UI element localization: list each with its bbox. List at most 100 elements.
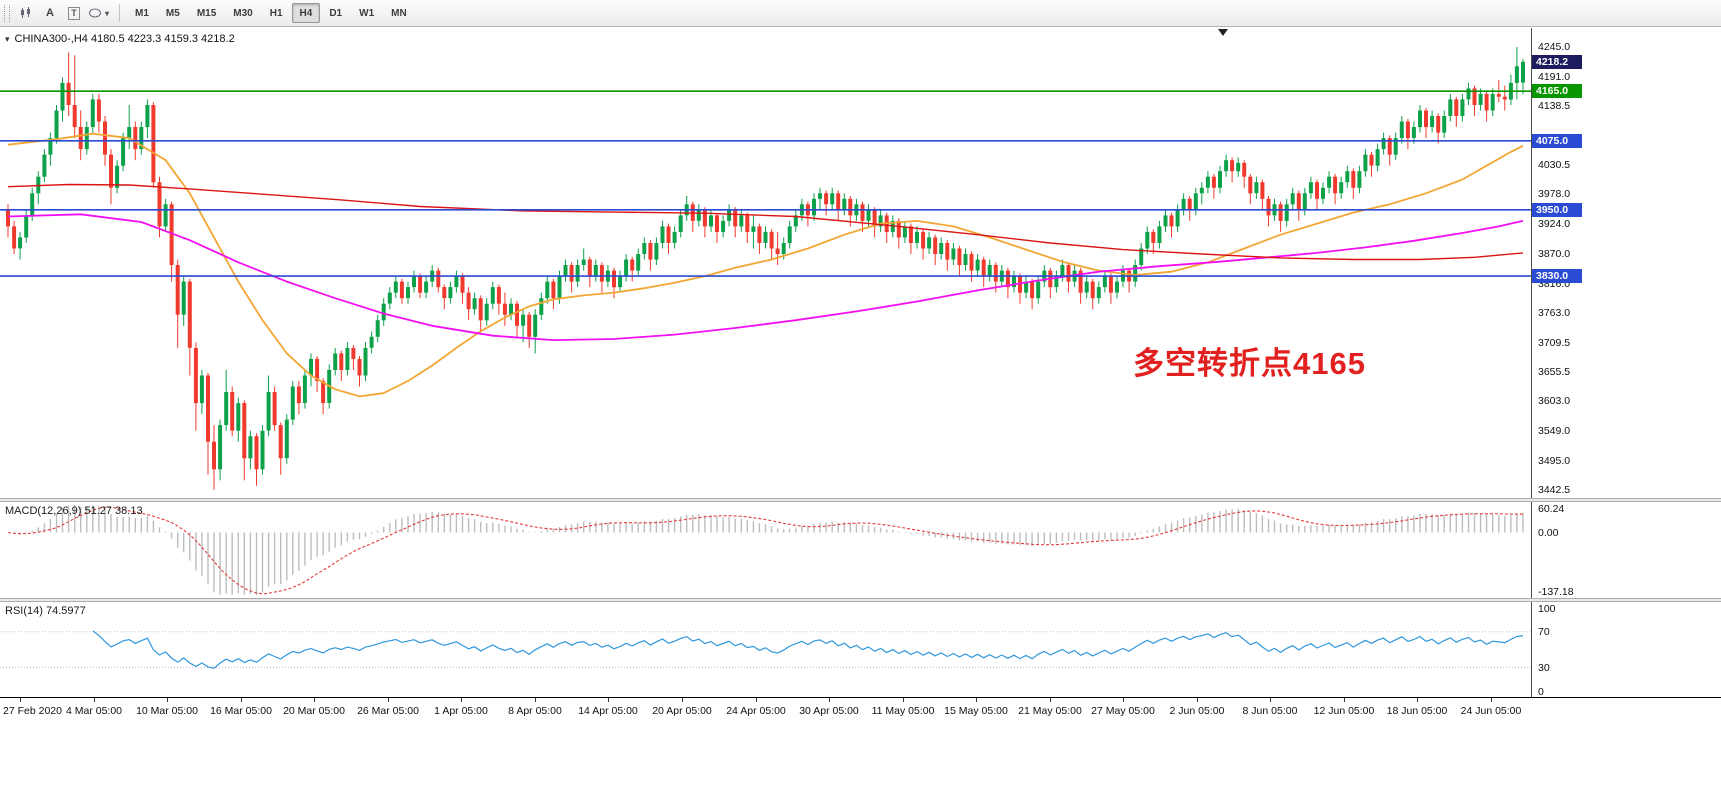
time-axis-label: 10 Mar 05:00 [136, 705, 198, 717]
insert-text-label: A [46, 7, 54, 19]
time-axis[interactable]: 27 Feb 2020 4 Mar 05:00 10 Mar 05:00 16 Mar… [0, 697, 1721, 724]
price-axis-tick: 3442.5 [1538, 484, 1571, 496]
time-axis-label: 20 Mar 05:00 [283, 705, 345, 717]
price-axis-tick: 3549.0 [1538, 425, 1571, 437]
insert-text-label-button[interactable]: T [63, 3, 85, 23]
panel-splitter[interactable] [0, 598, 1721, 602]
time-axis-tick [1344, 698, 1345, 702]
time-axis-label: 8 Jun 05:00 [1242, 705, 1298, 717]
text-label-icon: T [68, 6, 80, 20]
timeframe-button-m1[interactable]: M1 [135, 7, 149, 19]
time-axis-label: 8 Apr 05:00 [508, 705, 562, 717]
time-axis-label: 24 Apr 05:00 [726, 705, 786, 717]
time-axis-tick [976, 698, 977, 702]
timeframe-button-d1[interactable]: D1 [329, 7, 343, 19]
price-axis-tick: 3870.0 [1538, 248, 1571, 260]
shapes-icon [89, 8, 101, 18]
candlestick-chart-icon [21, 7, 30, 18]
hline-price-flag: 3830.0 [1532, 269, 1582, 283]
insert-text-button[interactable]: A [39, 3, 61, 23]
timeframe-button-m5[interactable]: M5 [165, 7, 180, 19]
price-axis-tick: 3655.5 [1538, 366, 1571, 378]
timeframe-button-m15[interactable]: M15 [196, 7, 217, 19]
time-axis-label: 20 Apr 05:00 [652, 705, 712, 717]
time-axis-label: 27 May 05:00 [1091, 705, 1155, 717]
time-axis-tick [682, 698, 683, 702]
hline-price-flag: 4165.0 [1532, 84, 1582, 98]
time-axis-label: 24 Jun 05:00 [1460, 705, 1522, 717]
time-axis-label: 15 May 05:00 [944, 705, 1008, 717]
rsi-axis-tick: 100 [1538, 603, 1556, 615]
price-axis-tick: 3603.0 [1538, 395, 1571, 407]
time-axis-label: 30 Apr 05:00 [799, 705, 859, 717]
macd-canvas[interactable] [0, 502, 1531, 598]
time-axis-label: 16 Mar 05:00 [210, 705, 272, 717]
time-axis-tick [535, 698, 536, 702]
toolbar-grip-handle[interactable] [4, 4, 10, 22]
rsi-axis-tick: 70 [1538, 626, 1550, 638]
rsi-axis[interactable]: 100 70 30 0 [1531, 602, 1721, 698]
toolbar-separator [119, 4, 121, 22]
shapes-dropdown-button[interactable]: ▾ [87, 3, 110, 23]
time-axis-tick [20, 698, 21, 702]
price-axis-tick: 4245.0 [1538, 41, 1571, 53]
chart-shift-marker-icon[interactable] [1218, 29, 1228, 36]
timeframe-button-h4[interactable]: H4 [291, 3, 321, 23]
last-price-flag: 4218.2 [1532, 55, 1582, 69]
one-click-trading-toggle-icon[interactable]: ▾ [5, 34, 10, 44]
time-axis-tick [241, 698, 242, 702]
time-axis-label: 26 Mar 05:00 [357, 705, 419, 717]
macd-axis-tick: 60.24 [1538, 503, 1565, 515]
price-axis-tick: 3495.0 [1538, 455, 1571, 467]
chart-info-line: ▾ CHINA300-,H4 4180.5 4223.3 4159.3 4218… [5, 33, 235, 45]
time-axis-tick [903, 698, 904, 702]
time-axis-tick [314, 698, 315, 702]
macd-axis[interactable]: 60.24 0.00 -137.18 [1531, 502, 1721, 598]
timeframe-button-m30[interactable]: M30 [233, 7, 253, 19]
time-axis-tick [1417, 698, 1418, 702]
macd-panel: MACD(12,26,9) 51.27 38.13 60.24 0.00 -137.… [0, 502, 1721, 598]
price-axis-tick: 3709.5 [1538, 337, 1571, 349]
time-axis-label: 4 Mar 05:00 [65, 705, 123, 717]
price-axis-tick: 4030.5 [1538, 159, 1571, 171]
time-axis-label: 12 Jun 05:00 [1313, 705, 1375, 717]
time-axis-label: 27 Feb 2020 [3, 705, 62, 717]
time-axis-label: 11 May 05:00 [871, 705, 935, 717]
price-axis-tick: 3978.0 [1538, 188, 1571, 200]
price-axis[interactable]: 4245.0 4191.0 4138.5 4030.5 3978.0 3924.0 3870… [1531, 28, 1721, 498]
toolbar: A T ▾ M1 M5 M15 M30 H1 H4 D1 W1 MN [0, 0, 1721, 27]
price-axis-tick: 4191.0 [1538, 71, 1571, 83]
timeframe-button-h1[interactable]: H1 [269, 7, 283, 19]
symbol-ohlc-text: CHINA300-,H4 4180.5 4223.3 4159.3 4218.2 [14, 33, 235, 45]
timeframe-button-w1[interactable]: W1 [359, 7, 375, 19]
timeframe-group: M1 M5 M15 M30 H1 H4 D1 W1 MN [127, 3, 416, 23]
rsi-axis-tick: 30 [1538, 662, 1550, 674]
chart-objects-button[interactable] [15, 3, 37, 23]
time-axis-tick [1491, 698, 1492, 702]
rsi-indicator-label: RSI(14) 74.5977 [5, 605, 86, 617]
rsi-axis-tick: 0 [1538, 686, 1544, 698]
time-axis-tick [461, 698, 462, 702]
time-axis-tick [756, 698, 757, 702]
time-axis-label: 18 Jun 05:00 [1386, 705, 1448, 717]
chart-annotation-text[interactable]: 多空转折点4165 [1133, 346, 1366, 381]
time-axis-tick [388, 698, 389, 702]
price-axis-tick: 4138.5 [1538, 100, 1571, 112]
price-axis-tick: 3924.0 [1538, 218, 1571, 230]
macd-axis-tick: 0.00 [1538, 527, 1559, 539]
time-axis-tick [608, 698, 609, 702]
time-axis-tick [94, 698, 95, 702]
time-axis-tick [1123, 698, 1124, 702]
macd-axis-tick: -137.18 [1538, 586, 1574, 598]
panel-splitter[interactable] [0, 498, 1721, 502]
time-axis-tick [829, 698, 830, 702]
hline-price-flag: 3950.0 [1532, 203, 1582, 217]
rsi-canvas[interactable] [0, 602, 1531, 697]
price-chart-canvas[interactable] [0, 28, 1531, 498]
time-axis-label: 14 Apr 05:00 [578, 705, 638, 717]
time-axis-tick [167, 698, 168, 702]
timeframe-button-mn[interactable]: MN [391, 7, 407, 19]
time-axis-label: 1 Apr 05:00 [434, 705, 488, 717]
time-axis-label: 21 May 05:00 [1018, 705, 1082, 717]
time-axis-tick [1050, 698, 1051, 702]
